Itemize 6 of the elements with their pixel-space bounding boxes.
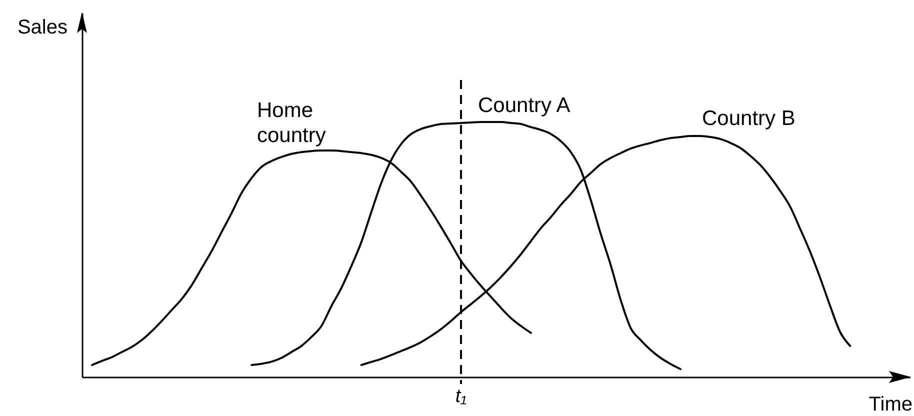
x-axis-title: Time: [868, 394, 912, 416]
series-label: Country A: [478, 94, 570, 117]
series-label: Home country: [257, 99, 326, 147]
y-axis-title: Sales: [17, 16, 68, 38]
series-label: Country B: [702, 107, 796, 130]
text: t₁: [455, 386, 467, 407]
